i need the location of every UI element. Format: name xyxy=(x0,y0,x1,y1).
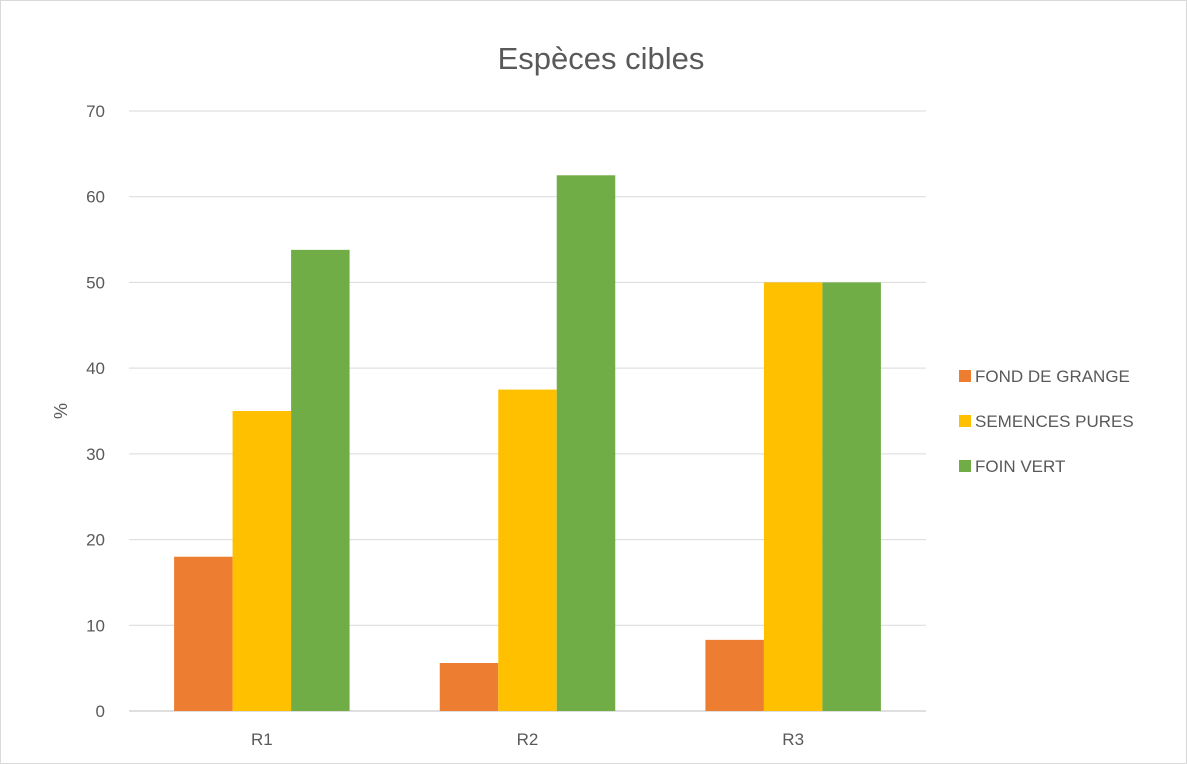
bar xyxy=(763,282,823,711)
y-axis-label: % xyxy=(51,403,71,419)
bar xyxy=(232,411,292,711)
legend-entry: SEMENCES PURES xyxy=(975,412,1134,431)
bars xyxy=(174,175,881,712)
legend-swatch xyxy=(959,415,971,427)
chart-title: Espèces cibles xyxy=(498,41,705,76)
bar xyxy=(705,639,764,711)
x-axis-ticks: R1 R2 R3 xyxy=(251,730,804,749)
y-axis-ticks: 0 10 20 30 40 50 60 70 xyxy=(86,102,105,721)
bar xyxy=(822,282,881,711)
legend: FOND DE GRANGE SEMENCES PURES FOIN VERT xyxy=(959,367,1134,476)
legend-swatch xyxy=(959,460,971,472)
x-tick-label: R3 xyxy=(782,730,804,749)
x-tick-label: R2 xyxy=(517,730,539,749)
y-tick-label: 60 xyxy=(86,188,105,207)
y-tick-label: 30 xyxy=(86,445,105,464)
x-tick-label: R1 xyxy=(251,730,273,749)
y-tick-label: 20 xyxy=(86,531,105,550)
legend-entry: FOIN VERT xyxy=(975,457,1065,476)
legend-entry: FOND DE GRANGE xyxy=(975,367,1130,386)
bar xyxy=(174,556,233,711)
y-tick-label: 10 xyxy=(86,616,105,635)
bar xyxy=(556,175,616,712)
bar xyxy=(291,249,350,711)
y-tick-label: 40 xyxy=(86,359,105,378)
legend-swatch xyxy=(959,370,971,382)
bar xyxy=(498,389,557,711)
bar xyxy=(439,663,499,711)
y-tick-label: 70 xyxy=(86,102,105,121)
y-tick-label: 50 xyxy=(86,273,105,292)
y-tick-label: 0 xyxy=(96,702,105,721)
